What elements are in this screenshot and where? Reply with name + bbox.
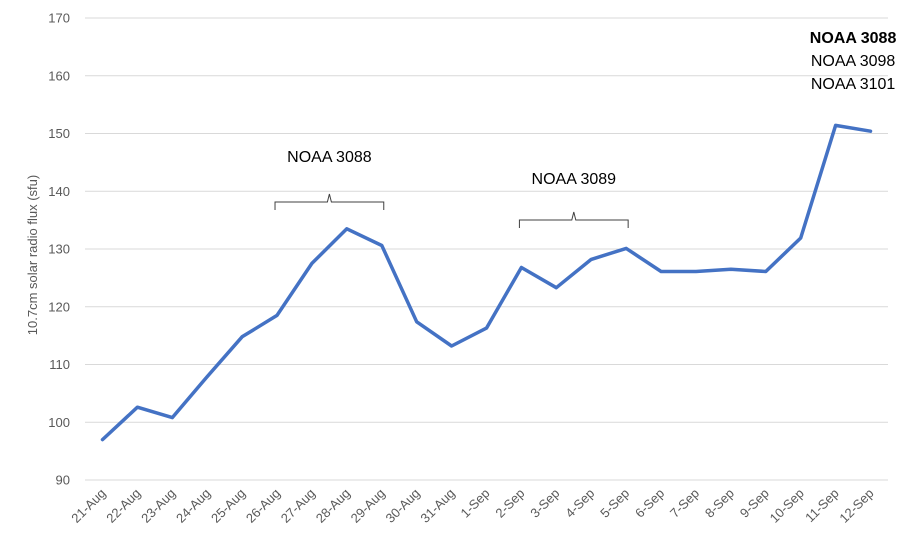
- x-tick-label: 6-Sep: [632, 486, 667, 521]
- y-tick-label: 100: [48, 415, 70, 430]
- y-tick-label: 170: [48, 11, 70, 26]
- x-tick-label: 7-Sep: [667, 486, 702, 521]
- y-tick-label: 140: [48, 184, 70, 199]
- y-tick-label: 160: [48, 68, 70, 83]
- y-tick-label: 120: [48, 299, 70, 314]
- x-tick-label: 22-Aug: [103, 486, 143, 526]
- y-axis-label: 10.7cm solar radio flux (sfu): [25, 175, 40, 335]
- x-tick-label: 30-Aug: [383, 486, 423, 526]
- x-tick-label: 21-Aug: [68, 486, 108, 526]
- x-tick-label: 8-Sep: [702, 486, 737, 521]
- annotation-label: NOAA 3089: [532, 171, 617, 188]
- x-tick-label: 27-Aug: [278, 486, 318, 526]
- annotations: NOAA 3088 NOAA 3089 NOAA 3088 NOAA 3098 NOAA…: [274, 30, 897, 228]
- x-tick-labels: 21-Aug22-Aug23-Aug24-Aug25-Aug26-Aug27-A…: [68, 486, 876, 526]
- annotation-label: NOAA 3098: [811, 53, 896, 70]
- series-line: [100, 123, 873, 442]
- series-group: [100, 123, 873, 442]
- y-tick-label: 110: [49, 357, 70, 372]
- y-tick-label: 130: [48, 242, 70, 257]
- annotation-label: NOAA 3088: [810, 30, 897, 47]
- y-tick-label: 90: [56, 473, 70, 488]
- x-tick-label: 24-Aug: [173, 486, 213, 526]
- x-tick-label: 3-Sep: [527, 486, 562, 521]
- x-tick-label: 11-Sep: [802, 486, 842, 526]
- x-tick-label: 2-Sep: [492, 486, 527, 521]
- x-tick-label: 12-Sep: [836, 486, 876, 526]
- annotation-label: NOAA 3101: [811, 76, 896, 93]
- x-tick-label: 4-Sep: [562, 486, 597, 521]
- x-tick-label: 31-Aug: [417, 486, 457, 526]
- x-tick-label: 5-Sep: [597, 486, 632, 521]
- annotation-bracket: [274, 193, 385, 210]
- x-tick-label: 29-Aug: [348, 486, 388, 526]
- y-tick-label: 150: [48, 126, 70, 141]
- gridlines: [85, 17, 888, 481]
- x-tick-label: 1-Sep: [457, 486, 492, 521]
- x-tick-label: 25-Aug: [208, 486, 248, 526]
- x-tick-label: 23-Aug: [138, 486, 178, 526]
- x-tick-label: 26-Aug: [243, 486, 283, 526]
- x-tick-label: 10-Sep: [767, 486, 807, 526]
- y-tick-labels: 90 100 110 120 130 140 150 160 170: [48, 11, 70, 488]
- annotation-bracket: [518, 211, 629, 228]
- annotation-label: NOAA 3088: [287, 149, 372, 166]
- x-tick-label: 28-Aug: [313, 486, 353, 526]
